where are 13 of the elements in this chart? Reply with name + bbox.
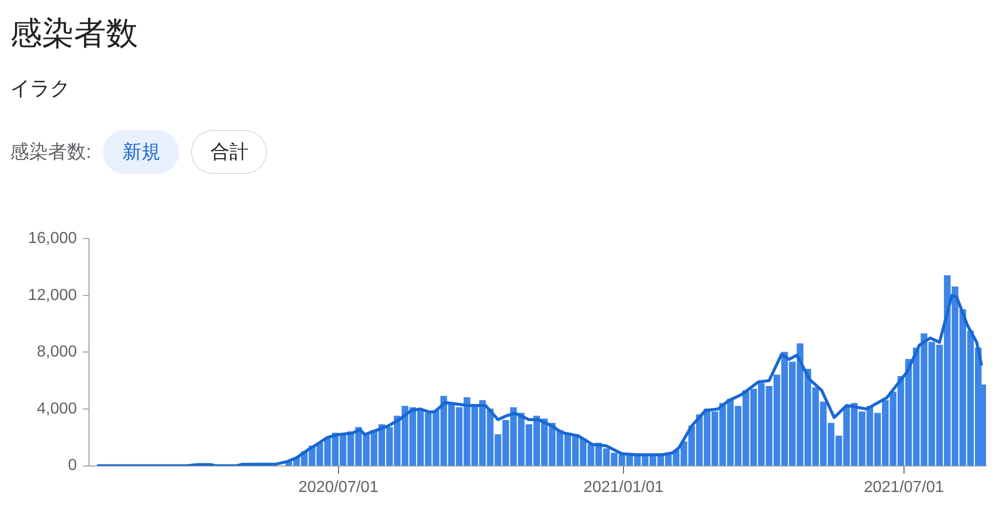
chart-title: 感染者数 [10, 14, 138, 53]
y-tick-label: 16,000 [28, 230, 78, 248]
y-tick-label: 4,000 [36, 400, 78, 418]
text: 合計 [191, 130, 268, 174]
x-tick-label: 2021/01/01 [583, 478, 664, 496]
x-tick-label: 2021/07/01 [864, 478, 944, 496]
y-tick-label: 0 [68, 457, 78, 474]
text: 感染者数: [10, 141, 92, 165]
y-tick-label: 8,000 [36, 344, 78, 361]
text: 新規 [103, 130, 180, 174]
chart-subtitle: イラク [10, 77, 70, 102]
y-tick-label: 12,000 [28, 286, 78, 304]
x-tick-label: 2020/07/01 [298, 478, 379, 496]
